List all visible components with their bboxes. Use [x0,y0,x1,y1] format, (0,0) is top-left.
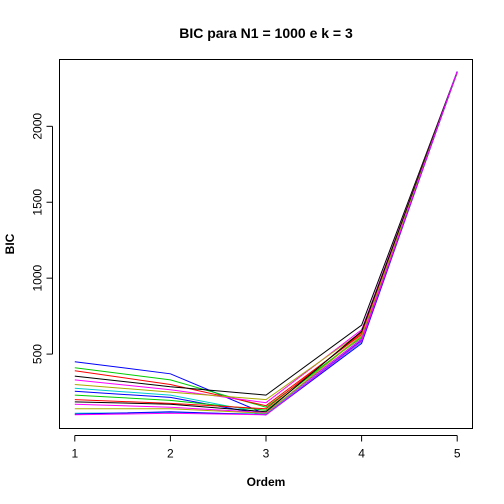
y-tick-label: 1000 [31,264,45,291]
series-line-4 [74,71,458,396]
y-tick-label: 500 [31,344,45,364]
chart-title: BIC para N1 = 1000 e k = 3 [179,25,353,41]
y-tick-label: 2000 [31,113,45,140]
series-line-12 [74,72,458,414]
series-layer [74,71,458,416]
series-line-7 [74,72,458,414]
plot-area [59,59,473,429]
series-line-1 [74,71,458,415]
y-axis: 500 1000 1500 2000 [31,113,53,364]
x-axis-label: Ordem [247,475,286,489]
series-line-15 [74,71,458,416]
x-tick-label: 2 [167,447,174,461]
series-line-14 [74,71,458,415]
series-line-8 [74,71,458,416]
x-axis: 1 2 3 4 5 [71,435,461,461]
series-line-11 [74,72,458,413]
series-line-13 [74,72,458,414]
x-tick-label: 3 [263,447,270,461]
series-line-5 [74,72,458,404]
x-tick-label: 4 [358,447,365,461]
series-line-2 [74,72,458,408]
series-line-3 [74,72,458,407]
y-axis-label: BIC [3,233,17,254]
series-line-16 [74,71,458,416]
y-tick-label: 1500 [31,189,45,216]
x-tick-label: 1 [71,447,78,461]
x-tick-label: 5 [454,447,461,461]
series-line-10 [74,72,458,410]
series-line-9 [74,72,458,411]
